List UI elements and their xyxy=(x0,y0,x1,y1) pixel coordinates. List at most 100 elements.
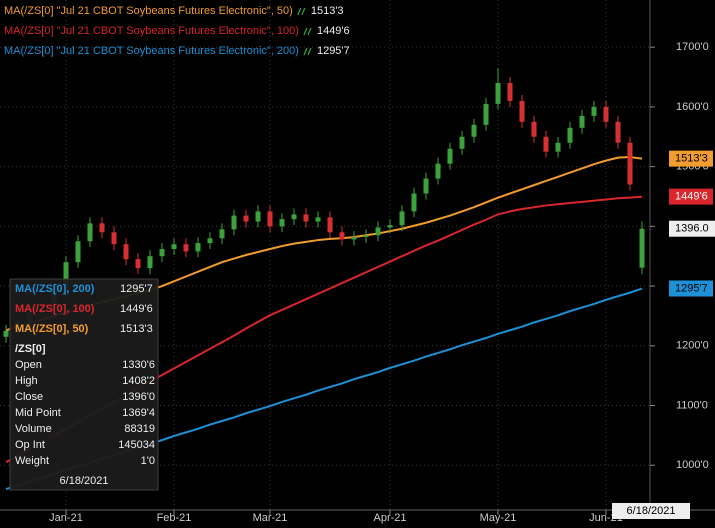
candle-body xyxy=(219,229,225,239)
candle-body xyxy=(207,238,213,244)
candle-body xyxy=(87,223,93,242)
candle-body xyxy=(627,142,633,185)
candle-body xyxy=(555,142,561,152)
tooltip-row-label: High xyxy=(15,375,38,387)
y-tick-label: 1100'0 xyxy=(676,399,708,411)
candle-body xyxy=(279,219,285,227)
candle-body xyxy=(195,243,201,252)
candle-body xyxy=(303,214,309,222)
candle-body xyxy=(387,225,393,228)
legend-value: 1449'6 xyxy=(317,25,350,37)
candle-body xyxy=(267,211,273,227)
tooltip-row-label: Close xyxy=(15,391,43,403)
axes: 1000'01100'01200'01300'01400'01500'01600… xyxy=(0,41,715,524)
legend-icon xyxy=(297,7,306,16)
candle-body xyxy=(255,211,261,222)
candle-body xyxy=(3,330,9,337)
candle-body xyxy=(447,148,453,164)
legend-entry: MA(/ZS[0] "Jul 21 CBOT Soybeans Futures … xyxy=(4,5,293,17)
price-tag-label: 1449'6 xyxy=(675,191,708,203)
candle-body xyxy=(471,124,477,137)
candle-body xyxy=(615,121,621,143)
x-tick-label: Mar-21 xyxy=(253,512,288,524)
candle-body xyxy=(639,228,645,268)
tooltip-study-value: 1295'7 xyxy=(120,283,153,295)
crosshair-price-box xyxy=(669,220,715,237)
legend-entry: MA(/ZS[0] "Jul 21 CBOT Soybeans Futures … xyxy=(4,45,299,57)
tooltip-row-value: 1369'4 xyxy=(122,407,155,419)
tooltip: MA(/ZS[0], 200) 1295'7 MA(/ZS[0], 100) 1449… xyxy=(9,278,159,491)
tooltip-study-label: MA(/ZS[0], 50) xyxy=(15,323,89,335)
candle-body xyxy=(435,163,441,179)
candle-body xyxy=(171,244,177,250)
tooltip-study-label: MA(/ZS[0], 100) xyxy=(15,303,95,315)
candle-body xyxy=(591,106,597,116)
tooltip-row-value: 88319 xyxy=(124,423,155,435)
candle-body xyxy=(495,83,501,104)
candle-body xyxy=(567,127,573,143)
tooltip-study-value: 1449'6 xyxy=(120,303,153,315)
tooltip-row-value: 1408'2 xyxy=(122,375,155,387)
price-tag xyxy=(669,188,713,205)
tooltip-date: 6/18/2021 xyxy=(60,475,109,487)
tooltip-row-value: 145034 xyxy=(118,439,155,451)
tooltip-study-label: MA(/ZS[0], 200) xyxy=(15,283,95,295)
candle-body xyxy=(423,178,429,194)
tooltip-row-label: Open xyxy=(15,359,42,371)
tooltip-row-value: 1'0 xyxy=(141,455,155,467)
candle-body xyxy=(159,249,165,257)
x-tick-label: Feb-21 xyxy=(157,512,192,524)
candle-body xyxy=(291,214,297,220)
candle-body xyxy=(375,227,381,236)
candle-body xyxy=(399,211,405,226)
crosshair-date-label: 6/18/2021 xyxy=(627,505,676,517)
tooltip-row-label: Weight xyxy=(15,455,49,467)
candle-body xyxy=(363,235,369,238)
y-tick-label: 1200'0 xyxy=(676,340,709,352)
candle-body xyxy=(507,83,513,101)
legend-icon xyxy=(303,47,312,56)
candle-body xyxy=(135,259,141,269)
tooltip-panel xyxy=(9,278,159,491)
price-tag-label: 1295'7 xyxy=(675,282,708,294)
crosshair-date-box xyxy=(612,503,690,519)
tooltip-row-value: 1330'6 xyxy=(122,359,155,371)
tooltip-row-label: Volume xyxy=(15,423,52,435)
candle-body xyxy=(543,136,549,152)
legend-value: 1513'3 xyxy=(311,5,344,17)
x-tick-label: May-21 xyxy=(480,512,517,524)
candle-body xyxy=(183,244,189,252)
candle-body xyxy=(327,217,333,233)
tooltip-study-value: 1513'3 xyxy=(120,323,153,335)
candle-body xyxy=(519,100,525,122)
candle-body xyxy=(531,121,537,137)
tooltip-row-label: Mid Point xyxy=(15,407,61,419)
x-tick-label: Jan-21 xyxy=(49,512,83,524)
price-tag-label: 1513'3 xyxy=(675,153,708,165)
x-tick-label: Apr-21 xyxy=(373,512,406,524)
tooltip-row-value: 1396'0 xyxy=(122,391,155,403)
y-tick-label: 1700'0 xyxy=(676,41,709,53)
candle-body xyxy=(579,115,585,128)
price-tag xyxy=(669,280,713,297)
candle-body xyxy=(75,241,81,263)
legend: MA(/ZS[0] "Jul 21 CBOT Soybeans Futures … xyxy=(4,5,350,57)
candle-body xyxy=(339,232,345,240)
candle-body xyxy=(351,237,357,240)
legend-icon xyxy=(303,27,312,36)
legend-value: 1295'7 xyxy=(317,45,350,57)
candle-body xyxy=(231,215,237,230)
y-tick-label: 1000'0 xyxy=(676,459,709,471)
candle-body xyxy=(123,244,129,260)
candle-body xyxy=(63,262,69,293)
candle-body xyxy=(603,106,609,122)
price-tag xyxy=(669,150,713,167)
candle-body xyxy=(459,136,465,149)
candle-body xyxy=(111,232,117,245)
candle-body xyxy=(147,256,153,269)
tooltip-symbol: /ZS[0] xyxy=(15,343,46,355)
candle-body xyxy=(99,223,105,233)
candle-body xyxy=(243,215,249,222)
